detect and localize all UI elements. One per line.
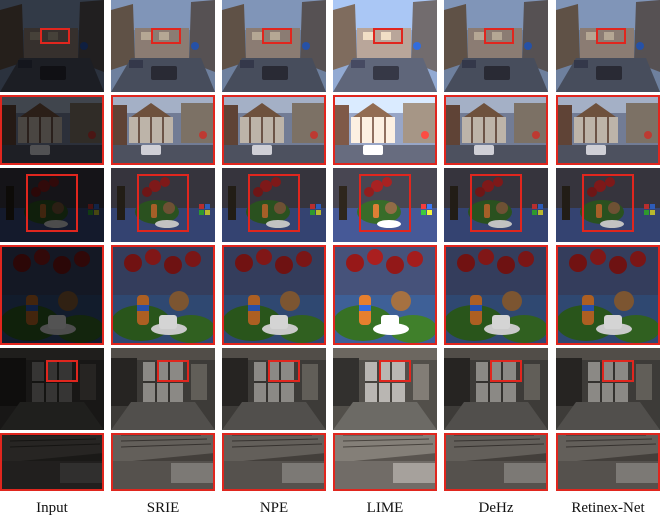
zoom-frame xyxy=(444,433,548,491)
flowers-scene-image xyxy=(111,168,215,242)
crop-highlight-box xyxy=(379,360,411,382)
label-retinex-net: Retinex-Net xyxy=(571,500,645,516)
crop-highlight-box xyxy=(46,360,78,382)
column-npe xyxy=(222,0,326,492)
crop-highlight-box xyxy=(373,28,403,44)
street-zoom-image xyxy=(333,95,437,165)
column-lime xyxy=(333,0,437,492)
zoom-frame xyxy=(333,245,437,345)
zoom-frame xyxy=(222,433,326,491)
label-npe: NPE xyxy=(259,500,289,516)
room-scene-image xyxy=(0,348,104,430)
street-zoom-image xyxy=(111,95,215,165)
room-scene-image xyxy=(444,348,548,430)
flowers-zoom-image xyxy=(444,245,548,345)
flowers-zoom-image xyxy=(556,245,660,345)
zoom-frame xyxy=(333,95,437,165)
flowers-scene-image xyxy=(444,168,548,242)
column-input xyxy=(0,0,104,492)
crop-highlight-box xyxy=(262,28,292,44)
crop-highlight-box xyxy=(268,360,300,382)
flowers-scene-image xyxy=(556,168,660,242)
street-scene-image xyxy=(444,0,548,92)
street-zoom-image xyxy=(0,95,104,165)
column-retinex-net xyxy=(556,0,660,492)
flowers-scene-image xyxy=(333,168,437,242)
zoom-frame xyxy=(556,433,660,491)
label-lime: LIME xyxy=(366,500,404,516)
crop-highlight-box xyxy=(248,174,300,232)
crop-highlight-box xyxy=(602,360,634,382)
crop-highlight-box xyxy=(40,28,70,44)
crop-highlight-box xyxy=(157,360,189,382)
crop-highlight-box xyxy=(359,174,411,232)
crop-highlight-box xyxy=(26,174,78,232)
street-scene-image xyxy=(111,0,215,92)
zoom-frame xyxy=(444,245,548,345)
crop-highlight-box xyxy=(484,28,514,44)
crop-highlight-box xyxy=(582,174,634,232)
zoom-frame xyxy=(444,95,548,165)
crop-highlight-box xyxy=(137,174,189,232)
room-zoom-image xyxy=(222,433,326,491)
label-input: Input xyxy=(36,500,68,516)
street-zoom-image xyxy=(556,95,660,165)
flowers-zoom-image xyxy=(333,245,437,345)
street-scene-image xyxy=(222,0,326,92)
zoom-frame xyxy=(556,245,660,345)
label-dehz: DeHz xyxy=(478,500,514,516)
room-scene-image xyxy=(222,348,326,430)
zoom-frame xyxy=(0,245,104,345)
room-scene-image xyxy=(556,348,660,430)
crop-highlight-box xyxy=(490,360,522,382)
room-zoom-image xyxy=(556,433,660,491)
zoom-frame xyxy=(333,433,437,491)
street-scene-image xyxy=(333,0,437,92)
street-scene-image xyxy=(556,0,660,92)
flowers-zoom-image xyxy=(111,245,215,345)
column-srie xyxy=(111,0,215,492)
flowers-scene-image xyxy=(222,168,326,242)
room-scene-image xyxy=(111,348,215,430)
zoom-frame xyxy=(111,95,215,165)
image-comparison-grid xyxy=(0,0,660,492)
column-dehz xyxy=(444,0,548,492)
zoom-frame xyxy=(111,245,215,345)
zoom-frame xyxy=(0,433,104,491)
zoom-frame xyxy=(0,95,104,165)
label-srie: SRIE xyxy=(146,500,180,516)
crop-highlight-box xyxy=(470,174,522,232)
room-zoom-image xyxy=(444,433,548,491)
zoom-frame xyxy=(222,245,326,345)
zoom-frame xyxy=(111,433,215,491)
zoom-frame xyxy=(556,95,660,165)
crop-highlight-box xyxy=(596,28,626,44)
room-scene-image xyxy=(333,348,437,430)
flowers-zoom-image xyxy=(0,245,104,345)
flowers-scene-image xyxy=(0,168,104,242)
street-zoom-image xyxy=(222,95,326,165)
method-labels: Input SRIE NPE LIME DeHz Retinex-Net xyxy=(0,496,660,527)
flowers-zoom-image xyxy=(222,245,326,345)
room-zoom-image xyxy=(111,433,215,491)
room-zoom-image xyxy=(333,433,437,491)
crop-highlight-box xyxy=(151,28,181,44)
street-zoom-image xyxy=(444,95,548,165)
zoom-frame xyxy=(222,95,326,165)
street-scene-image xyxy=(0,0,104,92)
room-zoom-image xyxy=(0,433,104,491)
